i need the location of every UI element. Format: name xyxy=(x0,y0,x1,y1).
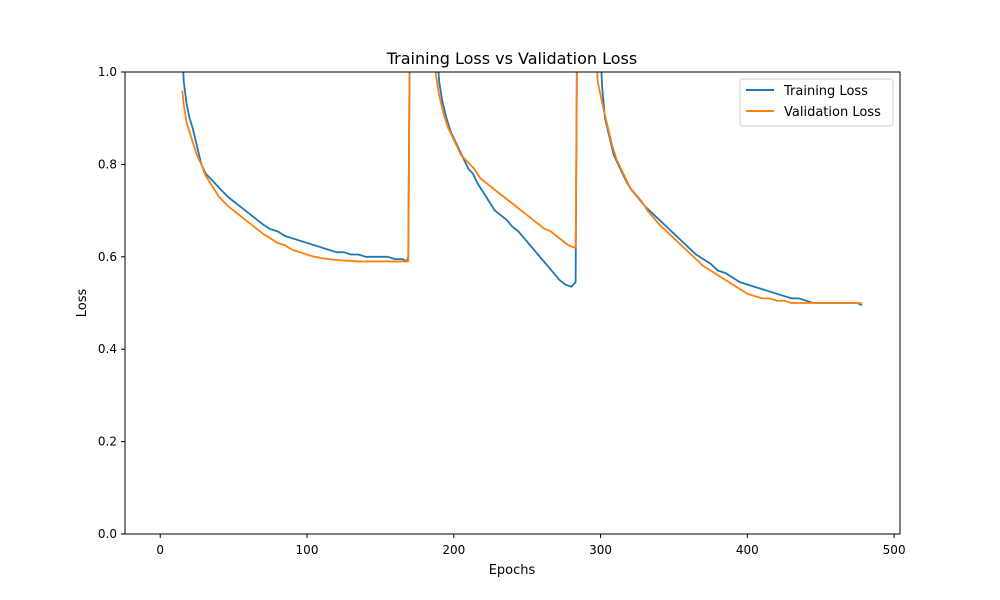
y-tick-label: 0.6 xyxy=(98,250,117,264)
x-tick-label: 500 xyxy=(883,543,906,557)
x-tick-label: 200 xyxy=(442,543,465,557)
y-axis: 0.0 0.2 0.4 0.6 0.8 1.0 xyxy=(98,65,125,541)
legend-box xyxy=(739,78,894,127)
x-axis-label: Epochs xyxy=(489,563,536,578)
y-tick-label: 0.8 xyxy=(98,157,117,171)
legend: Training Loss Validation Loss xyxy=(739,78,894,127)
series-layer xyxy=(181,72,863,307)
x-tick-label: 300 xyxy=(589,543,612,557)
validation-loss-line xyxy=(181,72,862,304)
x-tick-label: 0 xyxy=(156,543,164,557)
y-axis-label: Loss xyxy=(75,289,90,318)
plot-frame xyxy=(124,71,901,535)
y-tick-label: 0.4 xyxy=(98,342,117,356)
x-tick-label: 100 xyxy=(296,543,319,557)
y-tick-label: 1.0 xyxy=(98,65,117,79)
training-loss-line xyxy=(182,72,863,307)
y-tick-label: 0.2 xyxy=(98,435,117,449)
x-tick-label: 400 xyxy=(736,543,759,557)
x-axis: 0 100 200 300 400 500 xyxy=(156,534,906,557)
legend-label-training: Training Loss xyxy=(783,84,868,99)
y-tick-label: 0.0 xyxy=(98,527,117,541)
legend-label-validation: Validation Loss xyxy=(784,105,881,120)
chart-title: Training Loss vs Validation Loss xyxy=(386,49,637,68)
